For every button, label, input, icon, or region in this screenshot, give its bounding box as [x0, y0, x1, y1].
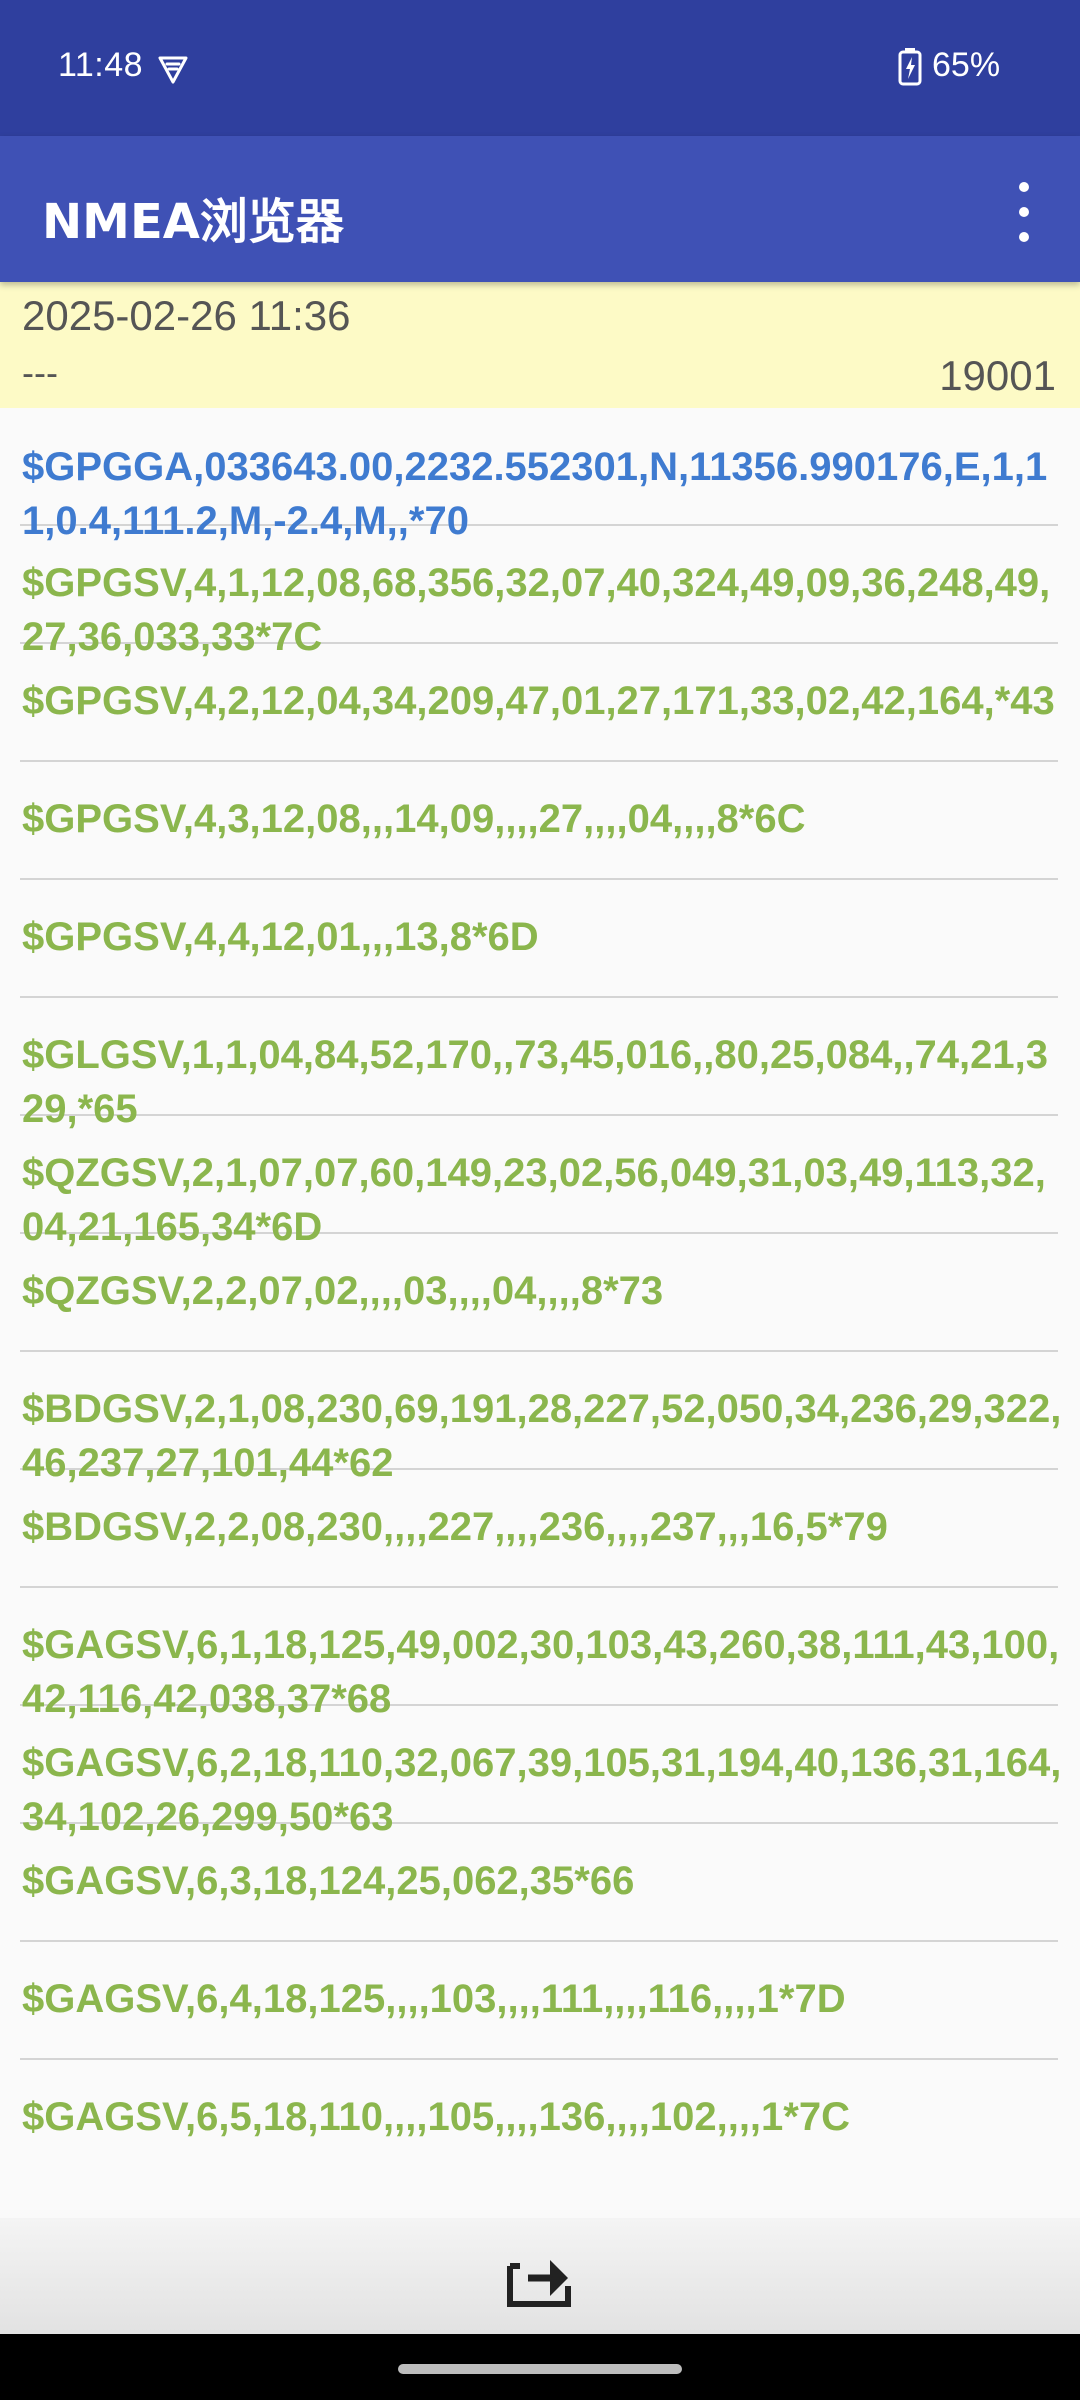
menu-dot	[1019, 232, 1029, 242]
vpn-key-icon	[158, 56, 188, 84]
list-item[interactable]: $GPGSV,4,2,12,04,34,209,47,01,27,171,33,…	[20, 644, 1058, 762]
info-status: ---	[22, 352, 58, 393]
list-item[interactable]: $BDGSV,2,1,08,230,69,191,28,227,52,050,3…	[20, 1352, 1061, 1485]
nmea-sentence: $GAGSV,6,4,18,125,,,,103,,,,111,,,,116,,…	[22, 1977, 846, 2021]
app-title: NMEA浏览器	[42, 194, 344, 250]
nmea-sentence: $GLGSV,1,1,04,84,52,170,,73,45,016,,80,2…	[22, 1033, 1049, 1131]
list-item[interactable]: $BDGSV,2,2,08,230,,,,227,,,,236,,,,237,,…	[20, 1470, 1058, 1588]
nmea-sentence: $GAGSV,6,5,18,110,,,,105,,,,136,,,,102,,…	[22, 2095, 850, 2139]
list-item[interactable]: $GPGGA,033643.00,2232.552301,N,11356.990…	[20, 408, 1058, 543]
battery-charging-icon	[898, 48, 922, 86]
list-item[interactable]: $GAGSV,6,5,18,110,,,,105,,,,136,,,,102,,…	[20, 2060, 1058, 2178]
list-item[interactable]: $GLGSV,1,1,04,84,52,170,,73,45,016,,80,2…	[20, 998, 1058, 1131]
gesture-handle[interactable]	[398, 2364, 682, 2374]
nmea-sentence: $BDGSV,2,1,08,230,69,191,28,227,52,050,3…	[22, 1387, 1062, 1485]
nmea-sentence: $BDGSV,2,2,08,230,,,,227,,,,236,,,,237,,…	[22, 1505, 888, 1549]
nmea-sentence: $QZGSV,2,2,07,02,,,,03,,,,04,,,,8*73	[22, 1269, 664, 1313]
list-item[interactable]: $GAGSV,6,2,18,110,32,067,39,105,31,194,4…	[20, 1706, 1061, 1839]
list-item[interactable]: $GPGSV,4,3,12,08,,,14,09,,,,27,,,,04,,,,…	[20, 762, 1058, 880]
battery-percentage: 65%	[932, 46, 1001, 84]
nmea-sentence: $GPGSV,4,4,12,01,,,13,8*6D	[22, 915, 539, 959]
menu-dot	[1019, 207, 1029, 217]
more-vert-icon[interactable]	[1004, 182, 1044, 242]
info-panel: 2025-02-26 11:36 --- 19001	[0, 282, 1080, 408]
status-bar: 11:48 65%	[0, 0, 1080, 136]
list-item[interactable]: $GAGSV,6,4,18,125,,,,103,,,,111,,,,116,,…	[20, 1942, 1058, 2060]
list-item[interactable]: $GPGSV,4,1,12,08,68,356,32,07,40,324,49,…	[20, 526, 1058, 659]
nmea-sentence: $GPGSV,4,3,12,08,,,14,09,,,,27,,,,04,,,,…	[22, 797, 806, 841]
nmea-sentence: $GAGSV,6,2,18,110,32,067,39,105,31,194,4…	[22, 1741, 1062, 1839]
export-icon[interactable]	[506, 2252, 572, 2308]
list-item[interactable]: $GAGSV,6,3,18,124,25,062,35*66	[20, 1824, 1058, 1942]
nmea-sentence: $GPGSV,4,2,12,04,34,209,47,01,27,171,33,…	[22, 679, 1055, 723]
list-item[interactable]: $GPGSV,4,4,12,01,,,13,8*6D	[20, 880, 1058, 998]
nmea-sentence: $GAGSV,6,3,18,124,25,062,35*66	[22, 1859, 635, 1903]
list-item[interactable]: $QZGSV,2,2,07,02,,,,03,,,,04,,,,8*73	[20, 1234, 1058, 1352]
nmea-sentence: $GPGSV,4,1,12,08,68,356,32,07,40,324,49,…	[22, 561, 1051, 659]
nmea-sentence-list[interactable]: $GPGGA,033643.00,2232.552301,N,11356.990…	[0, 408, 1080, 2218]
nmea-sentence: $QZGSV,2,1,07,07,60,149,23,02,56,049,31,…	[22, 1151, 1046, 1249]
status-time: 11:48	[58, 46, 144, 84]
nmea-sentence: $GAGSV,6,1,18,125,49,002,30,103,43,260,3…	[22, 1623, 1060, 1721]
menu-dot	[1019, 182, 1029, 192]
list-item[interactable]: $GAGSV,6,1,18,125,49,002,30,103,43,260,3…	[20, 1588, 1059, 1721]
nmea-sentence: $GPGGA,033643.00,2232.552301,N,11356.990…	[22, 445, 1048, 543]
system-nav-bar	[0, 2334, 1080, 2400]
list-item[interactable]: $QZGSV,2,1,07,07,60,149,23,02,56,049,31,…	[20, 1116, 1058, 1249]
bottom-toolbar	[0, 2218, 1080, 2334]
app-bar: NMEA浏览器	[0, 136, 1080, 282]
info-datetime: 2025-02-26 11:36	[22, 292, 351, 339]
sentence-count: 19001	[939, 352, 1056, 399]
